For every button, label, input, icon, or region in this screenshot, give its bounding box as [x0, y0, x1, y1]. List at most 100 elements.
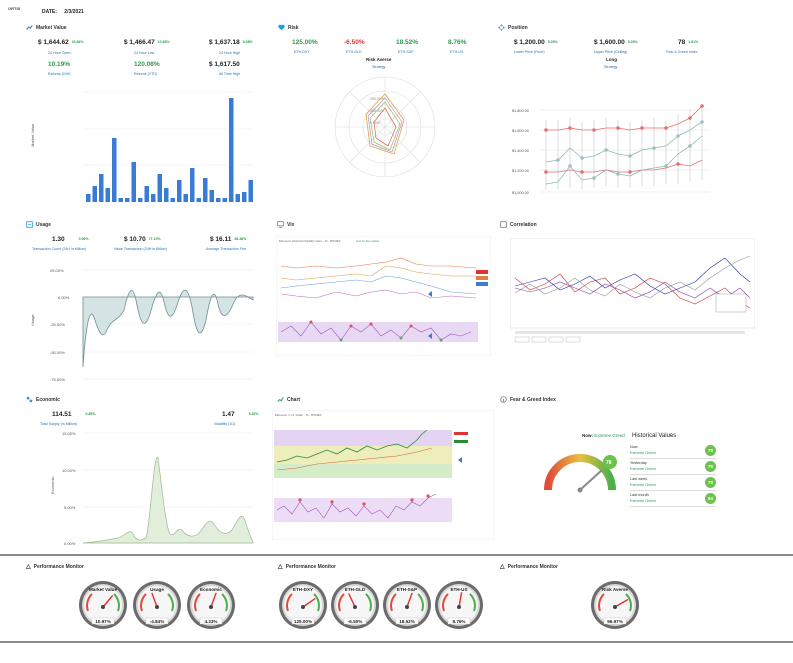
chart-title: Chart [277, 396, 300, 403]
perf-gauge-label: Usage [150, 587, 164, 592]
usage-ytick-3: -50.00% [50, 350, 65, 355]
vix-title: Vix [277, 221, 294, 228]
usage-cap-value: Value Transaction (24H in Billion) [114, 247, 167, 251]
econ-cap-supply: Total Supply (In Million) [40, 422, 78, 426]
econ-ytick-2: 5.00% [64, 505, 76, 510]
risk-strategy-value: Risk Averse [366, 57, 392, 62]
pos-cap-floor: Lower Price (Floor) [514, 50, 545, 54]
mv-bar [151, 194, 156, 202]
mv-stat-open: $ 1,644.62 23.84% [38, 39, 84, 46]
mv-stat-returns24: 10.19% [48, 61, 71, 68]
fear-greed-title-text: Fear & Greed Index [510, 396, 556, 403]
vix-title-text: Vix [287, 221, 295, 228]
mv-bar [144, 186, 149, 202]
vix-icon [277, 221, 284, 228]
fg-row-yesterday: Yesterday Extreme Greed 79 [630, 460, 716, 475]
radar-series-1 [365, 93, 405, 155]
radar-series-2 [369, 101, 401, 151]
radar-label-200: 200.00% [370, 97, 384, 101]
usage-stat-count: 1.30 0.00% [52, 236, 89, 243]
risk-radar-chart: 200.00% 100.00% 0.00% [334, 76, 436, 178]
chart-header: Ethereum / U.S. Dollar · 1h · BITMEX [275, 413, 322, 417]
perf-gauge-dial [187, 581, 235, 629]
mv-cap-open: 24 Hour Open [48, 51, 71, 55]
position-title-text: Position [508, 24, 528, 31]
perf-gauge-label: ETH-S&P [396, 587, 418, 592]
mv-bar [235, 194, 240, 202]
perf-gauge-dial [79, 581, 127, 629]
risk-title: Risk [278, 24, 299, 31]
risk-cap-gld: ETH-GLD [346, 50, 362, 54]
mv-stat-low: $ 1,466.47 10.65% [124, 39, 170, 46]
econ-ytick-1: 10.00% [62, 468, 76, 473]
fg-gauge-dot [603, 455, 617, 469]
radar-series-4 [367, 97, 403, 153]
risk-strategy-caption: Strategy [372, 65, 386, 69]
risk-cap-dxy: ETH-DXY [294, 50, 310, 54]
econ-ytick-0: 15.00% [62, 431, 76, 436]
pos-stat-fg: 78 1.61% [678, 39, 699, 46]
pos-cap-ceiling: Upper Price (Ceiling) [594, 50, 628, 54]
perf-title-c: △ Performance Monitor [500, 563, 558, 571]
fg-row-lastmonth: Last month Extreme Greed 94 [630, 492, 716, 507]
perf-gauge: Risk Averse 96.97% [590, 578, 640, 632]
mv-stat-ath: $ 1,617.50 [209, 61, 240, 68]
mv-bar [157, 174, 162, 202]
fg-now: Now: Extreme Greed [582, 433, 625, 438]
mv-bar [138, 198, 143, 202]
econ-cap-vol: Volatility (1D) [214, 422, 236, 426]
chart-title-text: Chart [287, 396, 301, 403]
correlation-icon [500, 221, 507, 228]
perf-gauge-value: -6.50% [347, 619, 363, 624]
risk-cap-sp: ETH-S&P [398, 50, 414, 54]
pos-stat-ceiling: $ 1,600.00 0.00% [594, 39, 638, 46]
risk-stat-us: 8.76% [448, 39, 467, 46]
mv-ylabel: Market Value [30, 123, 35, 147]
usage-stat-value: $ 10.70 77.19% [124, 236, 161, 243]
logo-text: ORTIS [8, 6, 21, 11]
fear-greed-gauge: 78 [544, 454, 617, 493]
correlation-chart [510, 238, 755, 343]
economic-icon [26, 396, 33, 403]
mv-bar [177, 180, 182, 202]
mv-cap-returnsytd: Returns (YTD) [134, 72, 158, 76]
market-value-title-text: Market Value [36, 24, 67, 31]
pos-ytick-4: $1,000.00 [512, 191, 529, 195]
mv-bar [222, 198, 227, 202]
perf-gauge-value: 10.97% [95, 619, 111, 624]
perf-gauge-value: -4.84% [149, 619, 165, 624]
econ-ytick-3: 0.00% [64, 541, 76, 546]
usage-ytick-2: -25.00% [50, 322, 65, 327]
perf-gauge-value: 18.52% [399, 619, 415, 624]
usage-icon [26, 221, 33, 228]
perf-gauge-dial [591, 581, 639, 629]
usage-ytick-1: 0.00% [58, 295, 70, 300]
mv-bar [164, 188, 169, 202]
risk-cap-us: ETH-US [450, 50, 464, 54]
mv-stat-high: $ 1,637.18 6.08% [209, 39, 253, 46]
correlation-title: Correlation [500, 221, 537, 228]
perf-gauge-label: Market Value [88, 587, 118, 592]
position-chart: $1,800.00 $1,600.00 $1,400.00 $1,200.00 … [512, 104, 710, 195]
mv-bar [203, 178, 208, 202]
mv-bar [209, 190, 214, 202]
perf-gauge-label: ETH-US [450, 587, 468, 592]
date-label: DATE: [42, 9, 57, 15]
usage-area [82, 289, 254, 368]
mv-bar [170, 198, 175, 202]
fear-greed-title: Fear & Greed Index [500, 396, 556, 403]
app-logo: ORTIS [8, 6, 20, 11]
econ-stat-supply: 114.51 0.85% [52, 411, 96, 418]
pos-ytick-2: $1,400.00 [512, 149, 529, 153]
mv-cap-ath: All Time High [219, 72, 241, 76]
perf-gauge: Usage -4.84% [132, 578, 182, 632]
divider-bottom [0, 641, 793, 643]
perf-gauge-label: ETH-DXY [292, 587, 314, 592]
perf-gauge: ETH-S&P 18.52% [382, 578, 432, 632]
econ-stat-vol: 1.47 5.32% [222, 411, 259, 418]
usage-ylabel-text: Usage [30, 314, 35, 326]
pos-ytick-1: $1,600.00 [512, 129, 529, 133]
usage-ytick-4: -75.00% [50, 377, 65, 382]
mv-bar [190, 168, 195, 202]
mv-bar [248, 180, 253, 202]
